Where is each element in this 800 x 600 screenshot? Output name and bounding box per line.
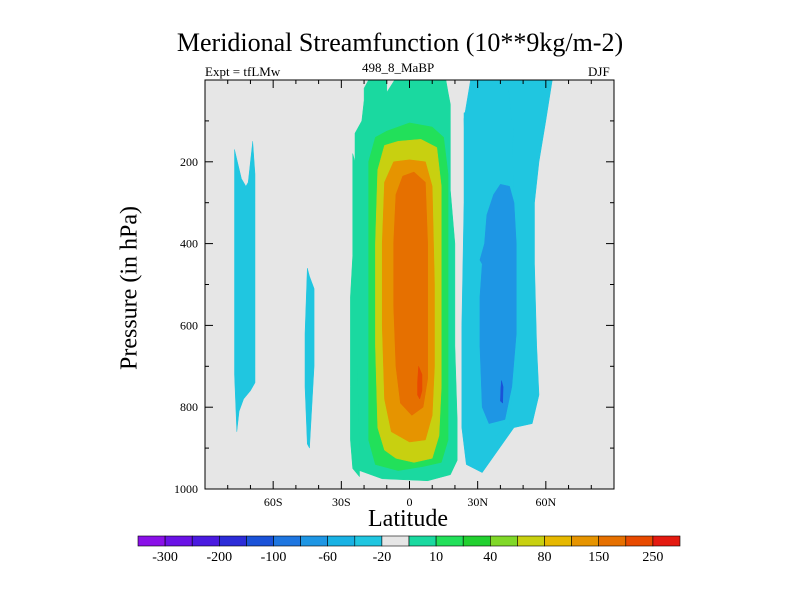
colorbar-swatch <box>273 535 301 547</box>
colorbar-label: -200 <box>206 550 232 565</box>
contour-region-12 <box>393 171 428 416</box>
colorbar-swatch <box>408 535 437 547</box>
colorbar-label: -100 <box>261 550 287 565</box>
x-tick-label: 60N <box>535 495 556 509</box>
run-label: 498_8_MaBP <box>362 60 435 75</box>
axis-ticks: 60S 30S 0 30N 60N 200 400 600 800 1000 <box>174 80 614 509</box>
x-tick-label: 0 <box>407 495 413 509</box>
colorbar-swatch <box>571 535 599 547</box>
contour-region-1 <box>304 268 315 450</box>
y-tick-label: 200 <box>180 155 198 169</box>
y-tick-label: 1000 <box>174 482 198 496</box>
colorbar-swatch <box>625 535 654 547</box>
colorbar-swatch <box>598 535 627 547</box>
colorbar-swatch <box>435 535 464 547</box>
colorbar-swatch <box>300 535 329 547</box>
contour-region-7 <box>479 184 517 424</box>
y-tick-label: 800 <box>180 400 198 414</box>
colorbar-swatch <box>219 535 247 547</box>
contour-region-3 <box>350 153 360 478</box>
colorbar: -300 -200 -100 -60 -20 10 40 80 150 250 <box>137 535 681 565</box>
colorbar-swatch <box>462 535 491 547</box>
x-axis-label: Latitude <box>368 506 448 532</box>
colorbar-swatch <box>137 535 166 547</box>
x-tick-label: 60S <box>264 495 283 509</box>
season-label: DJF <box>588 64 610 79</box>
colorbar-swatch <box>381 535 410 547</box>
y-tick-label: 400 <box>180 237 198 251</box>
colorbar-swatch <box>652 535 681 547</box>
colorbar-swatch <box>164 535 193 547</box>
x-tick-label: 30N <box>467 495 488 509</box>
y-tick-label: 600 <box>180 318 198 332</box>
colorbar-label: -60 <box>318 550 337 565</box>
colorbar-swatch <box>544 535 572 547</box>
colorbar-label: 250 <box>642 550 663 565</box>
colorbar-swatch <box>246 535 274 547</box>
colorbar-swatch <box>327 535 356 547</box>
contour-region-13 <box>417 366 423 400</box>
colorbar-swatch <box>191 535 220 547</box>
colorbar-swatch <box>517 535 545 547</box>
colorbar-label: -20 <box>373 550 392 565</box>
colorbar-label: 40 <box>483 550 497 565</box>
colorbar-label: 80 <box>538 550 552 565</box>
chart-title: Meridional Streamfunction (10**9kg/m-2) <box>176 28 624 57</box>
colorbar-swatch <box>354 535 383 547</box>
contour-region-8 <box>500 380 504 404</box>
colorbar-label: 10 <box>429 550 443 565</box>
colorbar-swatch <box>489 535 518 547</box>
colorbar-label: 150 <box>588 550 609 565</box>
experiment-label: Expt = tfLMw <box>205 64 281 79</box>
colorbar-label: -300 <box>152 550 178 565</box>
x-tick-label: 30S <box>332 495 351 509</box>
contour-region-0 <box>234 141 256 432</box>
contour-regions <box>234 80 553 482</box>
